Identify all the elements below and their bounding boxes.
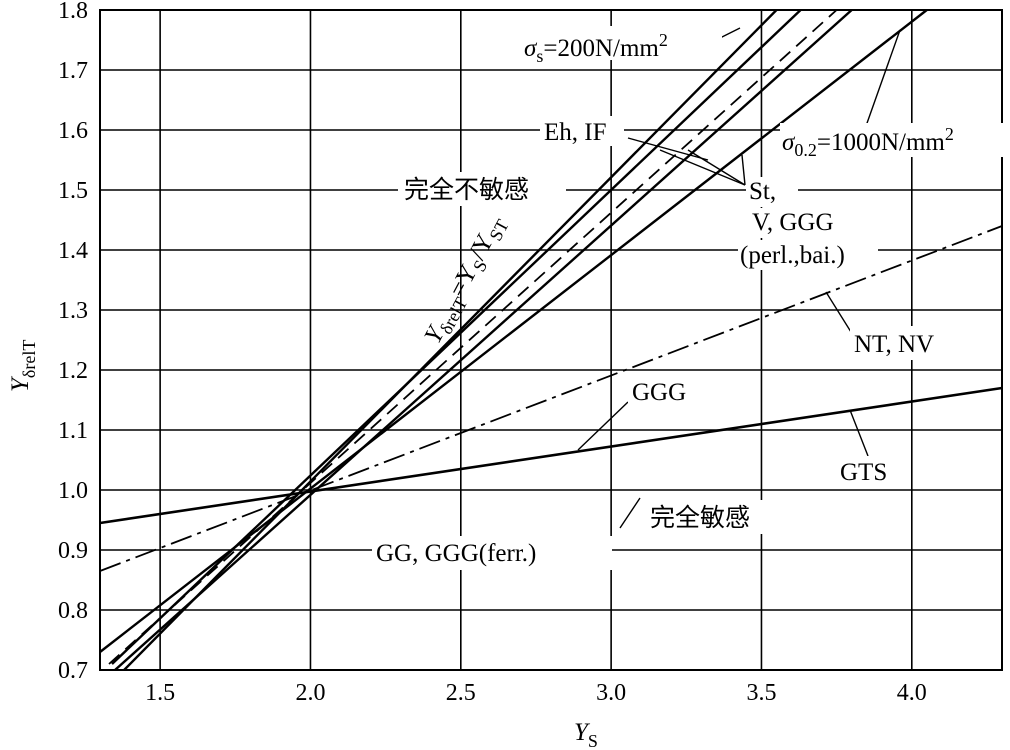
series-line-4 [108,9,838,665]
y-axis-label: YδrelT [7,340,39,392]
annotation-sigma-02: σ0.2=1000N/mm2 [782,124,954,160]
series-line-5 [99,9,928,653]
y-tick-label: 0.9 [58,538,88,564]
series-line-1 [114,9,853,671]
annotation-perl-bai: (perl.,bai.) [740,242,845,269]
tick-labels: 1.5 2.0 2.5 3.0 3.5 4.0 0.7 0.8 0.9 1.0 1.1 1.2 1.3 1… [58,0,927,706]
y-tick-label: 1.6 [58,118,88,144]
annotation-sigma-s: σs=200N/mm2 [524,30,668,66]
x-tick-label: 1.5 [145,680,175,706]
leader-line [687,149,746,186]
y-tick-label: 1.1 [58,418,88,444]
leader-line [849,409,869,457]
leader-line [865,29,901,127]
leader-line [627,137,709,161]
annotation-nt-nv: NT, NV [854,331,934,358]
leader-line [741,154,746,186]
leader-line [659,149,746,186]
y-tick-label: 1.3 [58,298,88,324]
y-tick-label: 0.8 [58,598,88,624]
series-layer [99,9,1003,671]
annotation-eh-if: Eh, IF [544,119,607,146]
annotation-v-ggg: V, GGG [752,209,834,236]
y-tick-label: 1.7 [58,58,88,84]
x-tick-label: 2.5 [446,680,476,706]
annotation-gg-ggg-ferr: GG, GGG(ferr.) [376,540,536,567]
leader-lines [560,27,901,553]
x-axis-label: YS [574,719,598,750]
y-tick-label: 1.4 [58,238,88,264]
y-tick-label: 0.7 [58,658,88,684]
x-tick-label: 4.0 [897,680,927,706]
leader-line [619,497,641,529]
y-tick-label: 1.2 [58,358,88,384]
y-tick-label: 1.5 [58,178,88,204]
series-line-2 [123,9,778,671]
x-tick-label: 3.0 [596,680,626,706]
annotation-gts: GTS [840,459,887,486]
plot-frame [99,9,1003,671]
series-line-7 [99,386,1003,525]
y-tick-label: 1.8 [58,0,88,24]
y-tick-label: 1.0 [58,478,88,504]
x-tick-label: 2.0 [295,680,325,706]
x-tick-label: 3.5 [746,680,776,706]
annotation-fully-sensitive: 完全敏感 [650,503,750,532]
annotation-st: St, [749,178,776,205]
leader-line [577,401,629,451]
series-line-6 [99,225,1003,572]
annotation-fully-insensitive: 完全不敏感 [404,175,529,204]
annotation-ggg: GGG [632,379,686,406]
